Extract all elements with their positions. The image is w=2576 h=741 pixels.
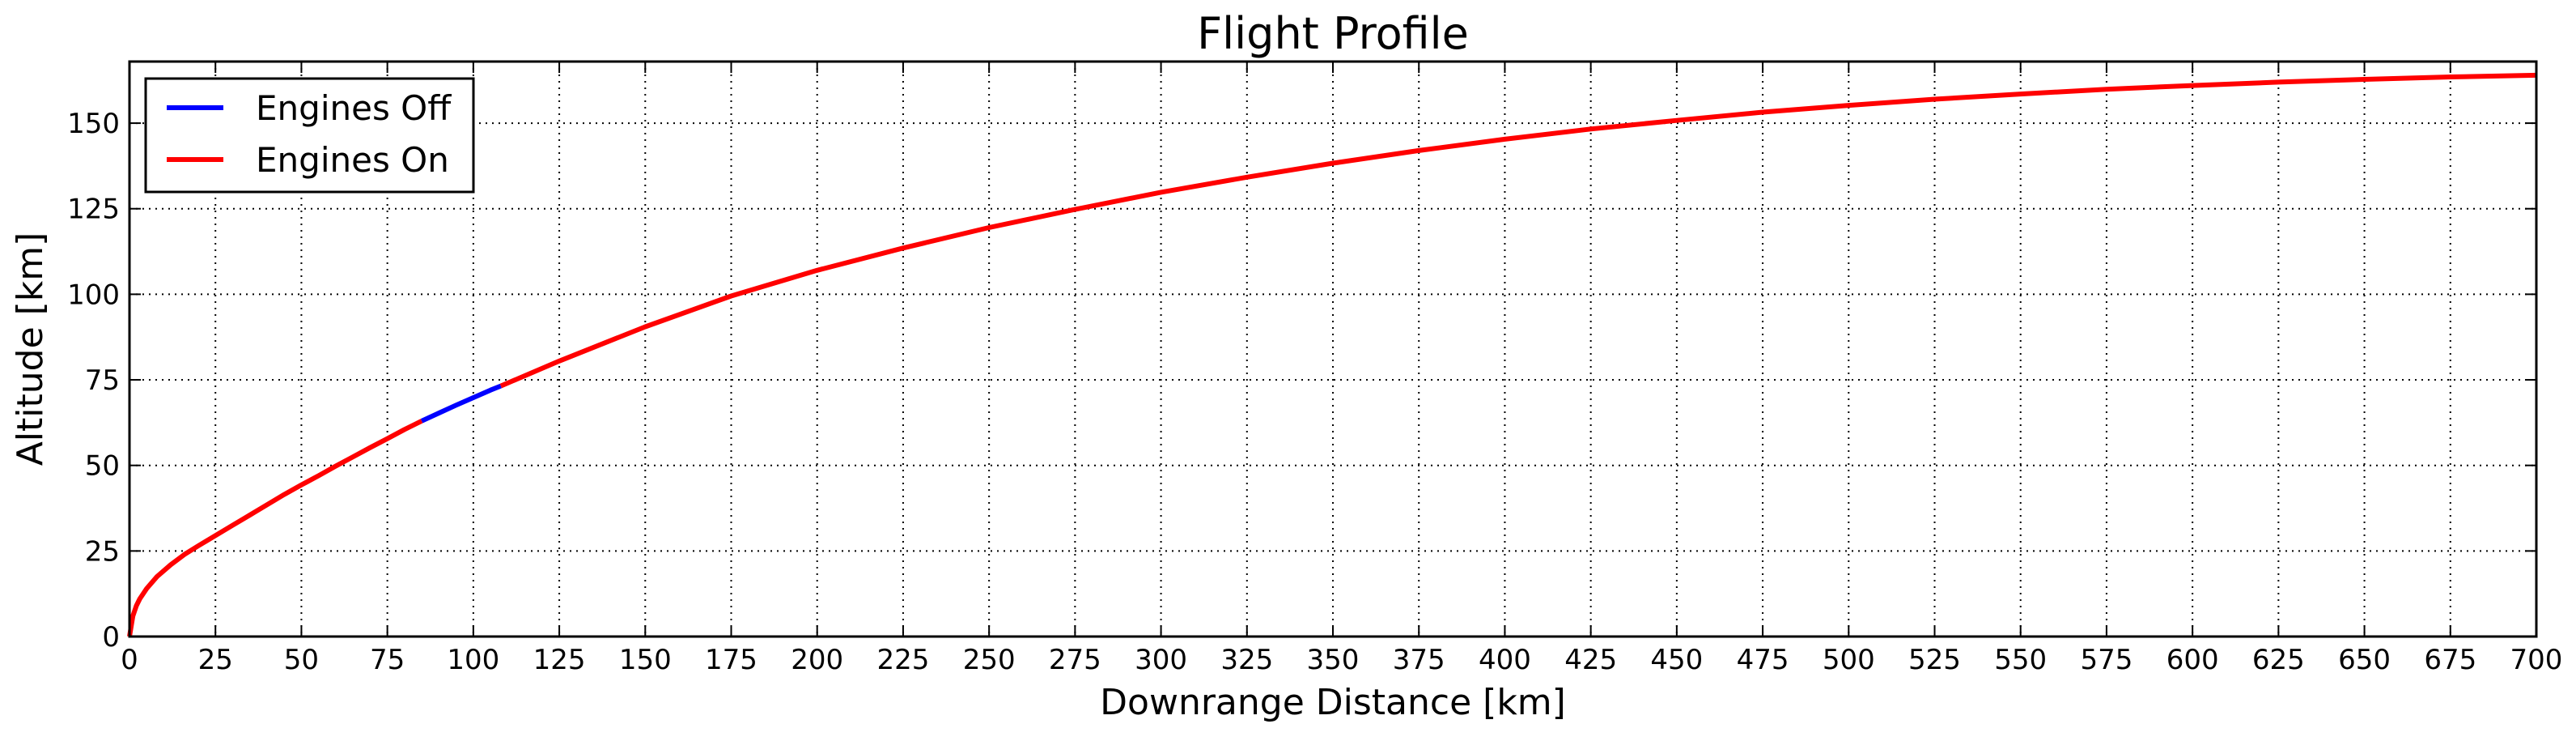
x-tick-label: 0 — [121, 644, 138, 676]
x-tick-label: 75 — [370, 644, 405, 676]
x-tick-label: 600 — [2166, 644, 2219, 676]
x-tick-label: 150 — [619, 644, 672, 676]
y-tick-label: 50 — [85, 450, 120, 483]
y-tick-label: 100 — [67, 279, 120, 311]
x-tick-label: 125 — [533, 644, 586, 676]
x-tick-label: 525 — [1908, 644, 1961, 676]
x-tick-label: 625 — [2252, 644, 2305, 676]
series-line-engines-off — [420, 383, 502, 424]
x-tick-label: 475 — [1737, 644, 1789, 676]
y-tick-label: 0 — [102, 621, 120, 654]
x-tick-label: 375 — [1393, 644, 1445, 676]
x-tick-label: 550 — [1994, 644, 2047, 676]
series-line-engines-on-segment-2 — [499, 72, 2537, 389]
series-line-engines-on-segment-1 — [127, 419, 423, 637]
x-tick-label: 500 — [1823, 644, 1875, 676]
x-tick-label: 700 — [2510, 644, 2563, 676]
plot-area-frame — [128, 60, 2538, 638]
x-tick-label: 300 — [1135, 644, 1187, 676]
x-tick-label: 100 — [447, 644, 499, 676]
y-tick-label: 150 — [67, 108, 120, 140]
y-tick-label: 25 — [85, 535, 120, 568]
legend: Engines Off Engines On — [144, 77, 475, 194]
chart-title: Flight Profile — [1197, 8, 1469, 59]
x-tick-label: 575 — [2080, 644, 2133, 676]
y-tick-label: 75 — [85, 364, 120, 397]
x-tick-label: 50 — [284, 644, 319, 676]
x-tick-label: 275 — [1049, 644, 1101, 676]
y-axis-label: Altitude [km] — [10, 232, 51, 466]
series-lines — [127, 72, 2537, 637]
x-tick-label: 425 — [1564, 644, 1617, 676]
x-tick-label: 350 — [1307, 644, 1360, 676]
legend-label-engines-off: Engines Off — [256, 88, 452, 128]
x-tick-label: 175 — [705, 644, 758, 676]
x-tick-label: 675 — [2424, 644, 2476, 676]
legend-label-engines-on: Engines On — [256, 140, 449, 180]
x-tick-label: 25 — [198, 644, 233, 676]
x-axis-label: Downrange Distance [km] — [1100, 682, 1566, 723]
x-tick-label: 225 — [876, 644, 929, 676]
y-tick-label: 125 — [67, 194, 120, 226]
x-tick-label: 250 — [963, 644, 1016, 676]
x-tick-label: 200 — [791, 644, 843, 676]
x-tick-label: 325 — [1220, 644, 1273, 676]
x-tick-label: 650 — [2338, 644, 2391, 676]
x-axis-ticks: 0 25 50 75 100 125 150 175 200 225 250 275 300 325 350… — [121, 62, 2562, 676]
legend-box — [144, 77, 475, 194]
x-tick-label: 450 — [1650, 644, 1703, 676]
x-tick-label: 400 — [1479, 644, 1531, 676]
